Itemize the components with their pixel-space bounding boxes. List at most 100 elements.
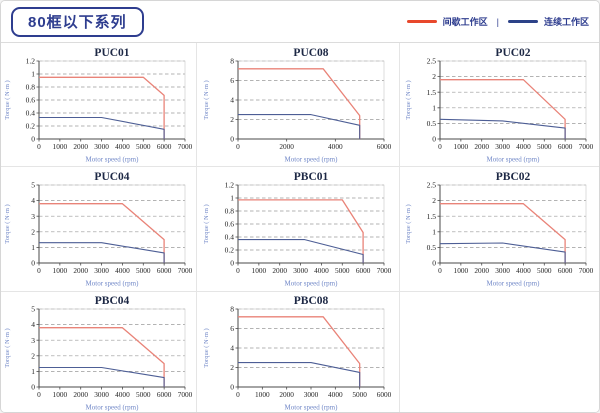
svg-text:0: 0 bbox=[37, 390, 41, 399]
svg-text:0: 0 bbox=[432, 259, 436, 268]
svg-text:7000: 7000 bbox=[578, 266, 593, 275]
svg-text:7000: 7000 bbox=[377, 266, 392, 275]
series-line-intermittent bbox=[439, 78, 566, 139]
svg-text:3: 3 bbox=[31, 335, 35, 344]
y-axis-label: Torque ( N·m ) bbox=[4, 204, 11, 243]
svg-text:2000: 2000 bbox=[73, 142, 88, 151]
svg-text:0.4: 0.4 bbox=[225, 233, 235, 242]
svg-text:2000: 2000 bbox=[272, 266, 287, 275]
svg-text:5000: 5000 bbox=[352, 390, 367, 399]
svg-text:2: 2 bbox=[432, 72, 436, 81]
chart-cell-puc02: 0 0.5 1 1.5 2 2.5 0 1000 2000 3000 4000 5000 6000 700… bbox=[400, 43, 599, 167]
torque-speed-chart-puc04: 0 1 2 3 4 5 0 1000 2000 3000 4000 5000 6000 7000 PUC04… bbox=[4, 171, 193, 288]
svg-text:0: 0 bbox=[236, 390, 240, 399]
intermittent-line-swatch bbox=[406, 20, 437, 23]
chart-title: PBC01 bbox=[294, 171, 329, 183]
svg-text:1000: 1000 bbox=[52, 142, 67, 151]
svg-text:0: 0 bbox=[230, 259, 234, 268]
svg-text:0: 0 bbox=[230, 134, 234, 143]
svg-text:1: 1 bbox=[31, 367, 35, 376]
svg-text:7000: 7000 bbox=[578, 142, 593, 151]
svg-text:0.4: 0.4 bbox=[25, 108, 35, 117]
svg-text:1: 1 bbox=[31, 69, 35, 78]
svg-text:0: 0 bbox=[37, 142, 41, 151]
x-axis-label: Motor speed (rpm) bbox=[85, 280, 139, 288]
svg-text:0: 0 bbox=[432, 134, 436, 143]
svg-text:6000: 6000 bbox=[156, 266, 171, 275]
x-axis-label: Motor speed (rpm) bbox=[285, 280, 339, 288]
torque-speed-chart-puc08: 0 2 4 6 8 0 2000 4000 6000 PUC08 Motor speed (rpm)… bbox=[203, 47, 392, 164]
svg-text:3000: 3000 bbox=[293, 266, 308, 275]
chart-cell-pbc04: 0 1 2 3 4 5 0 1000 2000 3000 4000 5000 6000 7000 PBC04… bbox=[1, 292, 197, 412]
svg-text:5000: 5000 bbox=[135, 266, 150, 275]
svg-text:5000: 5000 bbox=[135, 390, 150, 399]
svg-text:7000: 7000 bbox=[177, 390, 192, 399]
chart-title: PUC01 bbox=[94, 47, 129, 59]
x-axis-label: Motor speed (rpm) bbox=[285, 155, 339, 163]
svg-text:1.2: 1.2 bbox=[25, 56, 35, 65]
y-axis-label: Torque ( N·m ) bbox=[405, 204, 412, 243]
svg-text:4000: 4000 bbox=[314, 266, 329, 275]
svg-text:2000: 2000 bbox=[73, 390, 88, 399]
svg-text:8: 8 bbox=[230, 56, 234, 65]
svg-text:1: 1 bbox=[230, 194, 234, 203]
svg-text:2: 2 bbox=[230, 363, 234, 372]
y-axis-label: Torque ( N·m ) bbox=[4, 80, 11, 119]
torque-speed-chart-puc01: 0 0.2 0.4 0.6 0.8 1 1.2 0 1000 2000 3000 4000 5000 60… bbox=[4, 47, 193, 164]
svg-text:1000: 1000 bbox=[453, 142, 468, 151]
svg-text:2: 2 bbox=[31, 351, 35, 360]
series-line-intermittent bbox=[238, 67, 361, 139]
svg-text:2000: 2000 bbox=[279, 142, 294, 151]
series-line-intermittent bbox=[439, 203, 566, 263]
svg-text:3000: 3000 bbox=[94, 266, 109, 275]
series-line-continuous bbox=[439, 242, 566, 263]
legend-label-continuous: 连续工作区 bbox=[543, 17, 589, 27]
chart-title: PUC02 bbox=[495, 47, 530, 59]
svg-text:1: 1 bbox=[31, 243, 35, 252]
series-line-intermittent bbox=[238, 315, 361, 387]
svg-text:2.5: 2.5 bbox=[426, 56, 436, 65]
chart-cell-puc08: 0 2 4 6 8 0 2000 4000 6000 PUC08 Motor speed (rpm)… bbox=[197, 43, 400, 167]
series-line-continuous bbox=[439, 118, 566, 139]
svg-text:0: 0 bbox=[31, 259, 35, 268]
svg-text:4000: 4000 bbox=[328, 142, 343, 151]
legend-item-intermittent: 间歇工作区 bbox=[406, 15, 488, 28]
chart-cell-pbc08: 0 2 4 6 8 0 1000 2000 3000 4000 5000 6000 PBC08 Motor… bbox=[197, 292, 400, 412]
svg-text:0: 0 bbox=[31, 134, 35, 143]
empty-cell bbox=[400, 292, 599, 412]
x-axis-label: Motor speed (rpm) bbox=[85, 155, 139, 163]
svg-text:5: 5 bbox=[31, 181, 35, 190]
svg-text:5000: 5000 bbox=[335, 266, 350, 275]
svg-text:0.8: 0.8 bbox=[25, 82, 35, 91]
svg-text:6000: 6000 bbox=[377, 390, 392, 399]
torque-speed-chart-pbc08: 0 2 4 6 8 0 1000 2000 3000 4000 5000 6000 PBC08 Motor… bbox=[203, 295, 392, 412]
svg-text:6000: 6000 bbox=[156, 390, 171, 399]
chart-title: PUC04 bbox=[94, 171, 129, 183]
svg-text:0: 0 bbox=[438, 266, 442, 275]
x-axis-label: Motor speed (rpm) bbox=[486, 155, 540, 163]
svg-text:0: 0 bbox=[236, 142, 240, 151]
svg-text:0: 0 bbox=[438, 142, 442, 151]
svg-text:3: 3 bbox=[31, 212, 35, 221]
svg-text:1000: 1000 bbox=[453, 266, 468, 275]
svg-text:0.2: 0.2 bbox=[225, 246, 235, 255]
svg-text:0.5: 0.5 bbox=[426, 119, 436, 128]
svg-text:1.5: 1.5 bbox=[426, 212, 436, 221]
chart-cell-pbc02: 0 0.5 1 1.5 2 2.5 0 1000 2000 3000 4000 5000 6000 700… bbox=[400, 167, 599, 292]
svg-text:1000: 1000 bbox=[52, 390, 67, 399]
svg-text:4: 4 bbox=[230, 95, 234, 104]
legend-item-continuous: 连续工作区 bbox=[507, 15, 589, 28]
svg-text:0: 0 bbox=[230, 382, 234, 391]
legend-separator: | bbox=[496, 16, 499, 27]
series-line-continuous bbox=[238, 239, 364, 263]
svg-text:1000: 1000 bbox=[252, 266, 267, 275]
chart-cell-pbc01: 0 0.2 0.4 0.6 0.8 1 1.2 0 1000 2000 3000 4000 5000 60… bbox=[197, 167, 400, 292]
svg-text:3000: 3000 bbox=[94, 142, 109, 151]
y-axis-label: Torque ( N·m ) bbox=[203, 204, 210, 243]
chart-title: PBC02 bbox=[495, 171, 530, 183]
svg-text:4000: 4000 bbox=[516, 142, 531, 151]
torque-speed-chart-pbc02: 0 0.5 1 1.5 2 2.5 0 1000 2000 3000 4000 5000 6000 700… bbox=[405, 171, 594, 288]
svg-text:6000: 6000 bbox=[156, 142, 171, 151]
svg-text:7000: 7000 bbox=[177, 142, 192, 151]
